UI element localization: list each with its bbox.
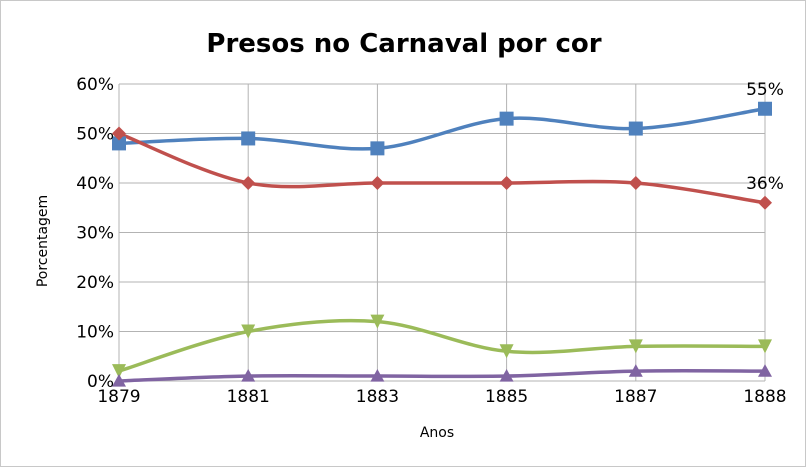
x-tick-label: 1879	[97, 387, 140, 407]
x-tick-label: 1887	[614, 387, 657, 407]
data-point-triangle	[241, 369, 256, 382]
data-point-triangle	[758, 364, 772, 377]
series-layer	[117, 107, 767, 383]
y-tick-label: 60%	[76, 75, 114, 95]
y-tick-label: 10%	[76, 323, 114, 343]
data-point-square	[628, 121, 643, 136]
y-tick-label: 40%	[76, 174, 114, 194]
data-point-square	[499, 111, 514, 126]
y-tick-label: 50%	[76, 125, 114, 145]
data-point-square	[370, 141, 385, 156]
data-point-triangle	[241, 324, 256, 339]
y-tick-label: 20%	[76, 273, 114, 293]
data-point-diamond	[241, 176, 256, 190]
y-axis-ticks: 0% 10% 20% 30% 40% 50% 60%	[76, 75, 114, 392]
data-point-triangle	[758, 339, 772, 354]
series-line-1	[117, 107, 767, 151]
data-point-triangle	[112, 364, 126, 379]
data-point-square	[758, 101, 772, 116]
data-point-square	[241, 131, 256, 146]
data-point-diamond	[112, 126, 126, 141]
x-axis-label: Anos	[420, 425, 454, 441]
x-tick-label: 1888	[743, 387, 786, 407]
x-axis-ticks: 1879 1881 1883 1885 1887 1888	[97, 387, 786, 407]
data-label: 55%	[746, 80, 784, 100]
data-point-diamond	[499, 176, 514, 190]
data-point-diamond	[628, 176, 643, 190]
y-tick-label: 30%	[76, 224, 114, 244]
data-point-triangle	[628, 364, 643, 377]
data-point-diamond	[758, 195, 772, 210]
series-line-2	[117, 131, 767, 205]
x-tick-label: 1881	[227, 387, 270, 407]
data-label: 36%	[746, 174, 784, 194]
data-point-triangle	[370, 314, 385, 329]
y-tick-label: 0%	[87, 372, 114, 392]
data-point-triangle	[370, 369, 385, 382]
series-line-4	[117, 368, 767, 383]
data-point-square	[112, 136, 126, 151]
data-point-diamond	[370, 176, 385, 190]
series-line-3	[117, 318, 767, 373]
x-tick-label: 1883	[356, 387, 399, 407]
data-point-triangle	[112, 374, 126, 387]
x-tick-label: 1885	[485, 387, 528, 407]
data-point-triangle	[499, 369, 514, 382]
y-axis-label: Porcentagem	[35, 195, 51, 287]
data-labels: 55% 36%	[746, 80, 784, 194]
data-point-triangle	[499, 344, 514, 359]
data-point-triangle	[628, 339, 643, 354]
chart-title: Presos no Carnaval por cor	[206, 29, 601, 59]
marker-layer	[112, 101, 772, 387]
